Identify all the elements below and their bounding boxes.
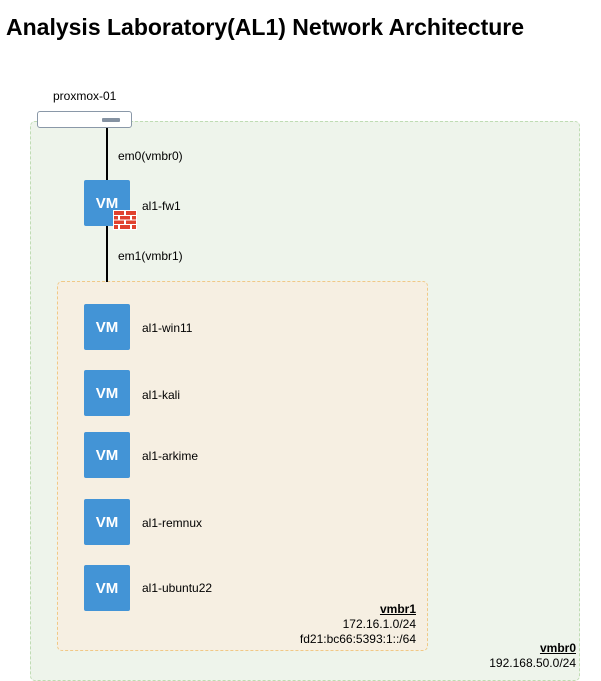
network-name-vmbr1: vmbr1 — [379, 602, 416, 616]
vm-label-al1-remnux: al1-remnux — [142, 516, 203, 530]
host-label: proxmox-01 — [53, 89, 117, 103]
network-info-vmbr1: vmbr1 172.16.1.0/24 fd21:bc66:5393:1::/6… — [300, 602, 416, 647]
link-host-to-firewall — [106, 128, 108, 181]
network-ipv4-vmbr0: 192.168.50.0/24 — [489, 656, 576, 670]
vm-icon-al1-ubuntu22: VM — [84, 565, 130, 611]
vm-label-al1-ubuntu22: al1-ubuntu22 — [142, 581, 213, 595]
vm-label-al1-win11: al1-win11 — [142, 321, 193, 335]
link-label-em0: em0(vmbr0) — [118, 149, 183, 163]
page-title: Analysis Laboratory(AL1) Network Archite… — [6, 14, 525, 40]
vm-label-al1-fw1: al1-fw1 — [142, 199, 181, 213]
network-ipv6-vmbr1: fd21:bc66:5393:1::/64 — [299, 632, 416, 646]
vm-icon-al1-kali: VM — [84, 370, 130, 416]
server-icon — [37, 111, 132, 128]
server-slot — [102, 118, 120, 122]
vm-icon-al1-remnux: VM — [84, 499, 130, 545]
link-firewall-to-vmbr1 — [106, 226, 108, 282]
link-label-em1: em1(vmbr1) — [118, 249, 183, 263]
vm-label-al1-kali: al1-kali — [142, 388, 181, 402]
network-ipv4-vmbr1: 172.16.1.0/24 — [342, 617, 416, 631]
firewall-icon — [113, 210, 137, 230]
vm-icon-al1-arkime: VM — [84, 432, 130, 478]
vm-label-al1-arkime: al1-arkime — [142, 449, 199, 463]
vm-icon-al1-win11: VM — [84, 304, 130, 350]
network-info-vmbr0: vmbr0 192.168.50.0/24 — [489, 641, 576, 671]
network-name-vmbr0: vmbr0 — [539, 641, 576, 655]
